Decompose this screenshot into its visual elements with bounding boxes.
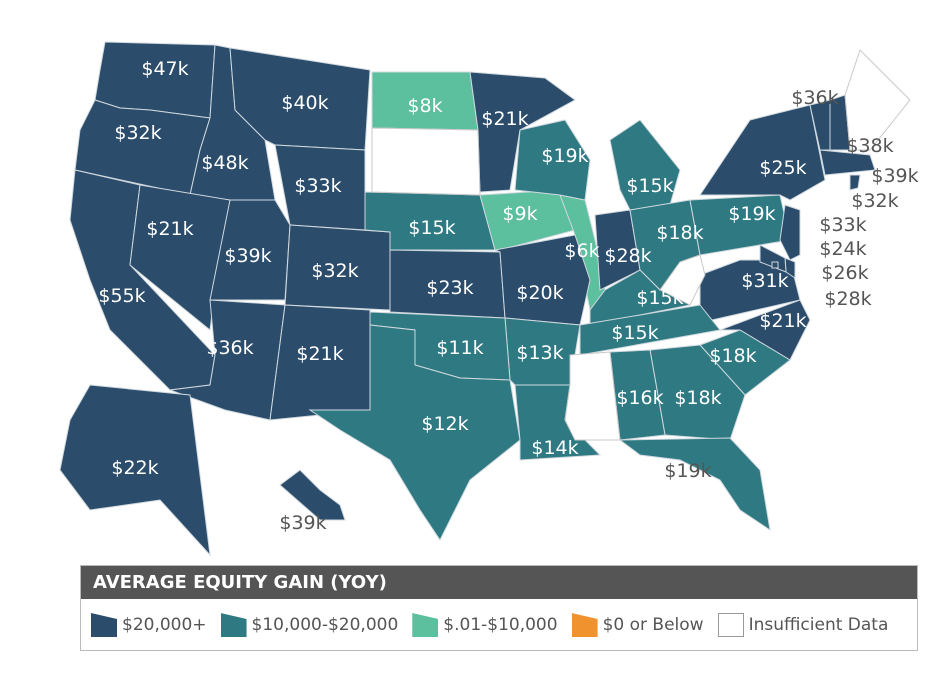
state-value-label: $39k (224, 245, 271, 267)
state-value-label: $36k (206, 337, 253, 359)
legend-label: $20,000+ (122, 615, 207, 635)
legend-label: Insufficient Data (748, 615, 889, 635)
state-value-label: $55k (98, 285, 145, 307)
state-value-label: $22k (111, 457, 158, 479)
state-value-label: $14k (531, 437, 578, 459)
us-map: $47k $32k $48k $40k $8k $21k $33k $55k $21k $39k $… (59, 41, 919, 557)
state-value-label: $26k (821, 262, 868, 284)
state-value-label: $33k (294, 175, 341, 197)
state-value-label: $24k (819, 238, 866, 260)
state-value-label: $39k (871, 165, 918, 187)
state-value-label: $39k (279, 512, 326, 534)
state-region (849, 174, 861, 191)
swatch-icon (220, 613, 247, 637)
state-value-label: $47k (141, 58, 188, 80)
state-value-label: $18k (709, 345, 756, 367)
state-value-label: $20k (516, 282, 563, 304)
state-region (308, 324, 521, 541)
state-value-label: $12k (421, 413, 468, 435)
state-value-label: $31k (741, 270, 788, 292)
state-value-label: $40k (281, 92, 328, 114)
state-value-label: $11k (436, 337, 483, 359)
state-value-label: $15k (636, 287, 683, 309)
state-value-label: $21k (759, 310, 806, 332)
swatch-icon (412, 613, 439, 637)
state-region (699, 104, 826, 201)
state-value-label: $38k (846, 135, 893, 157)
state-region (279, 469, 346, 521)
state-value-label: $15k (408, 217, 455, 239)
state-value-label: $19k (728, 203, 775, 225)
state-value-label: $9k (502, 203, 537, 225)
legend-label: $.01-$10,000 (443, 615, 558, 635)
state-value-label: $19k (664, 460, 711, 482)
state-region (618, 437, 771, 532)
legend-title: AVERAGE EQUITY GAIN (YOY) (81, 566, 917, 599)
state-value-label: $32k (114, 122, 161, 144)
swatch-icon (717, 613, 744, 637)
state-value-label: $16k (616, 387, 663, 409)
state-region (59, 384, 211, 557)
legend-item: $10,000-$20,000 (220, 613, 399, 637)
legend-item: $.01-$10,000 (412, 613, 558, 637)
legend-item: $20,000+ (91, 613, 207, 637)
legend: AVERAGE EQUITY GAIN (YOY) $20,000+ $10,0… (80, 565, 918, 651)
state-value-label: $19k (541, 145, 588, 167)
state-value-label: $33k (819, 214, 866, 236)
state-value-label: $48k (201, 152, 248, 174)
legend-label: $10,000-$20,000 (251, 615, 399, 635)
state-value-label: $6k (564, 240, 599, 262)
state-region (759, 244, 787, 273)
state-value-label: $15k (611, 322, 658, 344)
state-value-label: $32k (851, 190, 898, 212)
state-region (371, 127, 481, 196)
state-value-label: $13k (516, 342, 563, 364)
state-value-label: $28k (824, 288, 871, 310)
state-value-label: $18k (656, 222, 703, 244)
state-region (514, 119, 591, 201)
legend-label: $0 or Below (602, 615, 704, 635)
legend-item: Insufficient Data (717, 613, 889, 637)
swatch-icon (91, 613, 117, 637)
swatch-icon (571, 613, 598, 637)
state-value-label: $36k (791, 87, 838, 109)
state-value-label: $8k (407, 95, 442, 117)
state-value-label: $15k (626, 175, 673, 197)
state-value-label: $18k (674, 387, 721, 409)
state-region (659, 254, 706, 306)
state-value-label: $21k (146, 218, 193, 240)
state-value-label: $23k (426, 277, 473, 299)
state-value-label: $21k (481, 108, 528, 130)
state-value-label: $25k (759, 157, 806, 179)
state-region (779, 204, 801, 261)
legend-item: $0 or Below (571, 613, 704, 637)
state-value-label: $21k (296, 343, 343, 365)
state-value-label: $28k (604, 245, 651, 267)
state-region (719, 299, 811, 361)
state-region (564, 351, 621, 441)
state-region (844, 49, 911, 151)
state-value-label: $32k (311, 260, 358, 282)
state-region (771, 261, 779, 269)
state-region (819, 149, 876, 176)
